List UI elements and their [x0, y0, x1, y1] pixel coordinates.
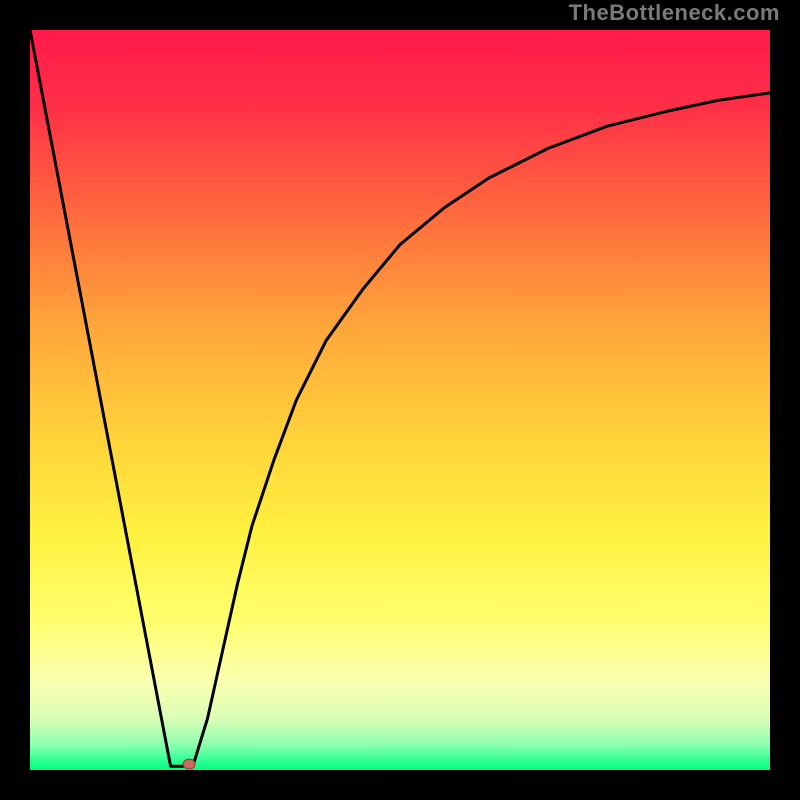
gradient-background — [30, 30, 770, 770]
watermark-text: TheBottleneck.com — [569, 0, 780, 26]
plot-area — [30, 30, 770, 770]
chart-frame: TheBottleneck.com — [0, 0, 800, 800]
optimal-point-marker — [183, 759, 195, 769]
bottleneck-chart — [30, 30, 770, 770]
